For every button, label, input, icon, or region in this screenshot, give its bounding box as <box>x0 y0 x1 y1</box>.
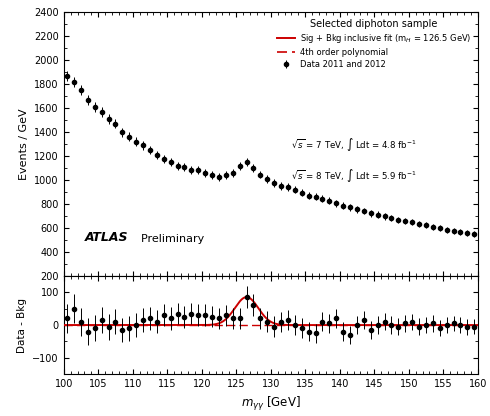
Y-axis label: Events / GeV: Events / GeV <box>19 108 28 180</box>
Sig + Bkg inclusive fit (m$_H$ = 126.5 GeV) <box>244 287 249 292</box>
Sig + Bkg inclusive fit (m$_H$ = 126.5 GeV) <box>61 297 67 302</box>
X-axis label: $m_{\gamma\gamma}$ [GeV]: $m_{\gamma\gamma}$ [GeV] <box>241 395 301 413</box>
Text: $\sqrt{s}$ = 8 TeV, $\int$ Ldt = 5.9 fb$^{-1}$: $\sqrt{s}$ = 8 TeV, $\int$ Ldt = 5.9 fb$… <box>292 167 417 184</box>
Sig + Bkg inclusive fit (m$_H$ = 126.5 GeV) <box>475 297 481 302</box>
4th order polynomial <box>61 297 67 302</box>
Sig + Bkg inclusive fit (m$_H$ = 126.5 GeV) <box>243 287 249 292</box>
Sig + Bkg inclusive fit (m$_H$ = 126.5 GeV) <box>392 297 397 302</box>
Legend: Sig + Bkg inclusive fit (m$_H$ = 126.5 GeV), 4th order polynomial, Data 2011 and: Sig + Bkg inclusive fit (m$_H$ = 126.5 G… <box>274 17 473 72</box>
Y-axis label: Data - Bkg: Data - Bkg <box>17 297 27 352</box>
4th order polynomial <box>391 297 397 302</box>
Sig + Bkg inclusive fit (m$_H$ = 126.5 GeV) <box>345 297 351 302</box>
Text: $\sqrt{s}$ = 7 TeV, $\int$ Ldt = 4.8 fb$^{-1}$: $\sqrt{s}$ = 7 TeV, $\int$ Ldt = 4.8 fb$… <box>292 136 417 153</box>
4th order polynomial <box>475 297 481 302</box>
Text: Preliminary: Preliminary <box>134 234 204 244</box>
Sig + Bkg inclusive fit (m$_H$ = 126.5 GeV) <box>384 297 390 302</box>
4th order polynomial <box>243 297 249 302</box>
Sig + Bkg inclusive fit (m$_H$ = 126.5 GeV) <box>103 297 109 302</box>
4th order polynomial <box>345 297 351 302</box>
Line: Sig + Bkg inclusive fit (m$_H$ = 126.5 GeV): Sig + Bkg inclusive fit (m$_H$ = 126.5 G… <box>64 290 478 300</box>
Sig + Bkg inclusive fit (m$_H$ = 126.5 GeV) <box>228 293 234 298</box>
4th order polynomial <box>228 297 234 302</box>
4th order polynomial <box>384 297 390 302</box>
Text: ATLAS: ATLAS <box>84 231 128 244</box>
4th order polynomial <box>103 297 109 302</box>
